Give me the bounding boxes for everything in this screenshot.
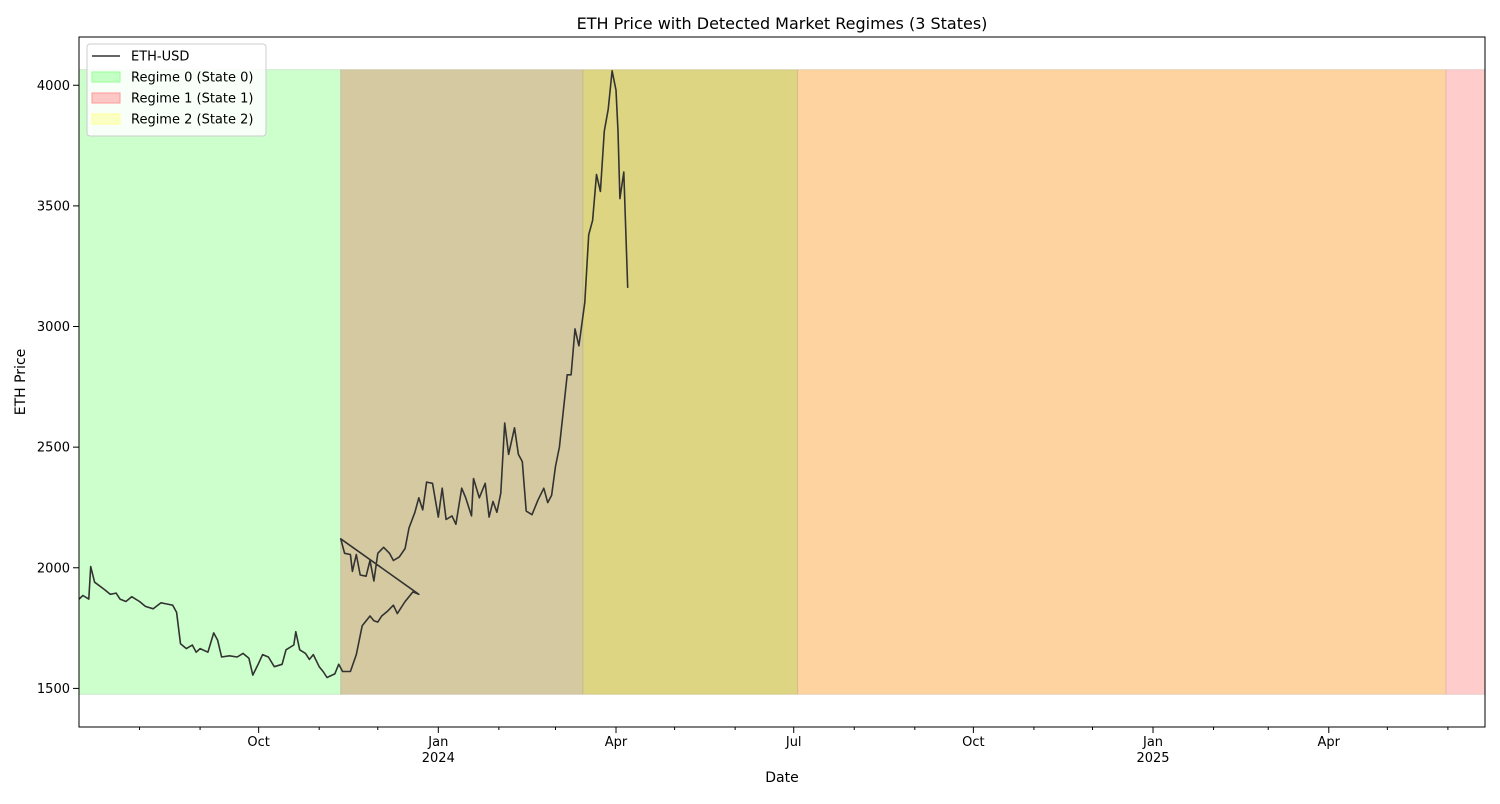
y-axis-title: ETH Price <box>13 349 29 416</box>
legend-patch-swatch <box>91 71 121 83</box>
y-tick-label: 2000 <box>37 561 70 576</box>
y-tick-label: 3500 <box>37 199 70 214</box>
legend-label: Regime 0 (State 0) <box>131 71 253 86</box>
x-tick-label: Oct <box>962 735 984 750</box>
legend: ETH-USD Regime 0 (State 0) Regime 1 (State… <box>86 43 267 137</box>
y-tick-label: 3000 <box>37 320 70 335</box>
regime-spans <box>78 69 1485 695</box>
x-tick-label: Jan <box>427 735 448 750</box>
regime-span-1 <box>797 69 1446 695</box>
legend-box <box>86 43 267 137</box>
x-axis-title: Date <box>765 770 798 786</box>
legend-label: Regime 2 (State 2) <box>131 113 253 128</box>
regime-span-1 <box>340 69 583 695</box>
x-tick-year-label: 2024 <box>422 751 455 766</box>
x-tick-label: Apr <box>605 735 628 750</box>
legend-patch-swatch <box>91 113 121 125</box>
series-layer <box>78 70 629 679</box>
x-tick-year-label: 2025 <box>1136 751 1169 766</box>
y-tick-label: 1500 <box>37 682 70 697</box>
legend-label: Regime 1 (State 1) <box>131 92 253 107</box>
y-tick-label: 2500 <box>37 441 70 456</box>
chart-title: ETH Price with Detected Market Regimes (… <box>577 14 988 33</box>
y-tick-label: 4000 <box>37 79 70 94</box>
plot-frame <box>78 36 1486 728</box>
regime-span-0 <box>79 69 341 695</box>
legend-patch-swatch <box>91 92 121 104</box>
series-line-eth-usd <box>78 70 629 679</box>
x-tick-label: Oct <box>247 735 269 750</box>
x-tick-label: Apr <box>1318 735 1341 750</box>
y-axis: 1500 2000 2500 3000 3500 4000 <box>37 79 79 697</box>
regime-span-2 <box>582 69 798 695</box>
x-tick-label: Jul <box>785 735 802 750</box>
legend-label: ETH-USD <box>131 50 189 65</box>
x-tick-label: Jan <box>1142 735 1163 750</box>
regime-span-1 <box>1445 69 1485 695</box>
